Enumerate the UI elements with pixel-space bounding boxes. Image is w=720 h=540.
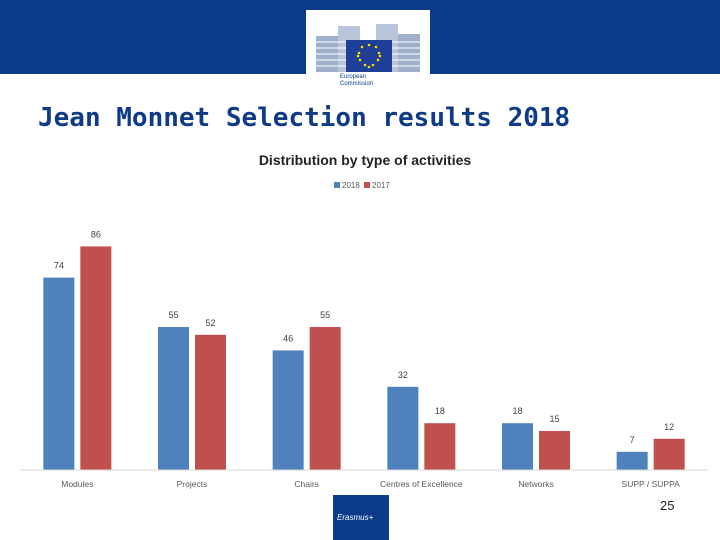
bar-2018-2 xyxy=(272,350,304,470)
legend-label-2018: 2018 xyxy=(342,181,360,190)
erasmus-label: Erasmus+ xyxy=(337,513,374,522)
org-name: European Commission xyxy=(340,74,373,88)
bar-2017-0 xyxy=(80,246,112,470)
data-label-2017-2: 55 xyxy=(320,310,330,320)
x-tick-label-4: Networks xyxy=(518,479,553,489)
legend-swatch-2018 xyxy=(334,182,340,188)
bar-2018-0 xyxy=(43,277,75,470)
slide-title: Jean Monnet Selection results 2018 xyxy=(38,103,571,133)
european-commission-logo: European Commission xyxy=(306,10,430,98)
data-label-2017-1: 52 xyxy=(205,318,215,328)
bar-2017-5 xyxy=(653,438,685,470)
bar-2018-5 xyxy=(616,451,648,470)
data-label-2018-2: 46 xyxy=(283,333,293,343)
chart-legend: 2018 2017 xyxy=(334,181,390,190)
org-name-line1: European xyxy=(340,74,367,80)
erasmus-logo: Erasmus+ xyxy=(333,495,389,540)
chart-title: Distribution by type of activities xyxy=(259,152,472,168)
page-number: 25 xyxy=(660,498,675,513)
x-tick-label-5: SUPP / SUPPA xyxy=(622,479,681,489)
bar-2018-1 xyxy=(158,327,189,470)
data-label-2018-1: 55 xyxy=(168,310,178,320)
legend-label-2017: 2017 xyxy=(372,181,390,190)
data-label-2017-5: 12 xyxy=(664,422,674,432)
data-label-2018-4: 18 xyxy=(512,406,522,416)
chart-bars: 74 86 55 52 46 55 32 18 18 15 7 12 xyxy=(43,229,685,470)
data-label-2018-0: 74 xyxy=(54,261,64,271)
bar-2018-3 xyxy=(387,386,419,470)
bar-2017-1 xyxy=(195,334,226,470)
data-label-2017-4: 15 xyxy=(549,414,559,424)
data-label-2018-5: 7 xyxy=(630,435,635,445)
legend-swatch-2017 xyxy=(364,182,370,188)
x-tick-label-2: Chairs xyxy=(294,479,319,489)
bar-2017-4 xyxy=(539,431,570,470)
building-icon xyxy=(316,24,420,72)
data-label-2017-0: 86 xyxy=(91,229,101,239)
x-tick-label-0: Modules xyxy=(61,479,93,489)
bar-chart: Distribution by type of activities 2018 2… xyxy=(20,152,708,489)
data-label-2017-3: 18 xyxy=(435,406,445,416)
org-name-line2: Commission xyxy=(340,81,374,87)
bar-2018-4 xyxy=(502,423,533,470)
data-label-2018-3: 32 xyxy=(398,370,408,380)
bar-2017-3 xyxy=(424,423,456,470)
x-tick-label-3: Centres of Excellence xyxy=(380,479,463,489)
x-tick-label-1: Projects xyxy=(177,479,208,489)
bar-2017-2 xyxy=(309,327,341,470)
x-axis-labels: Modules Projects Chairs Centres of Excellen… xyxy=(61,479,680,489)
